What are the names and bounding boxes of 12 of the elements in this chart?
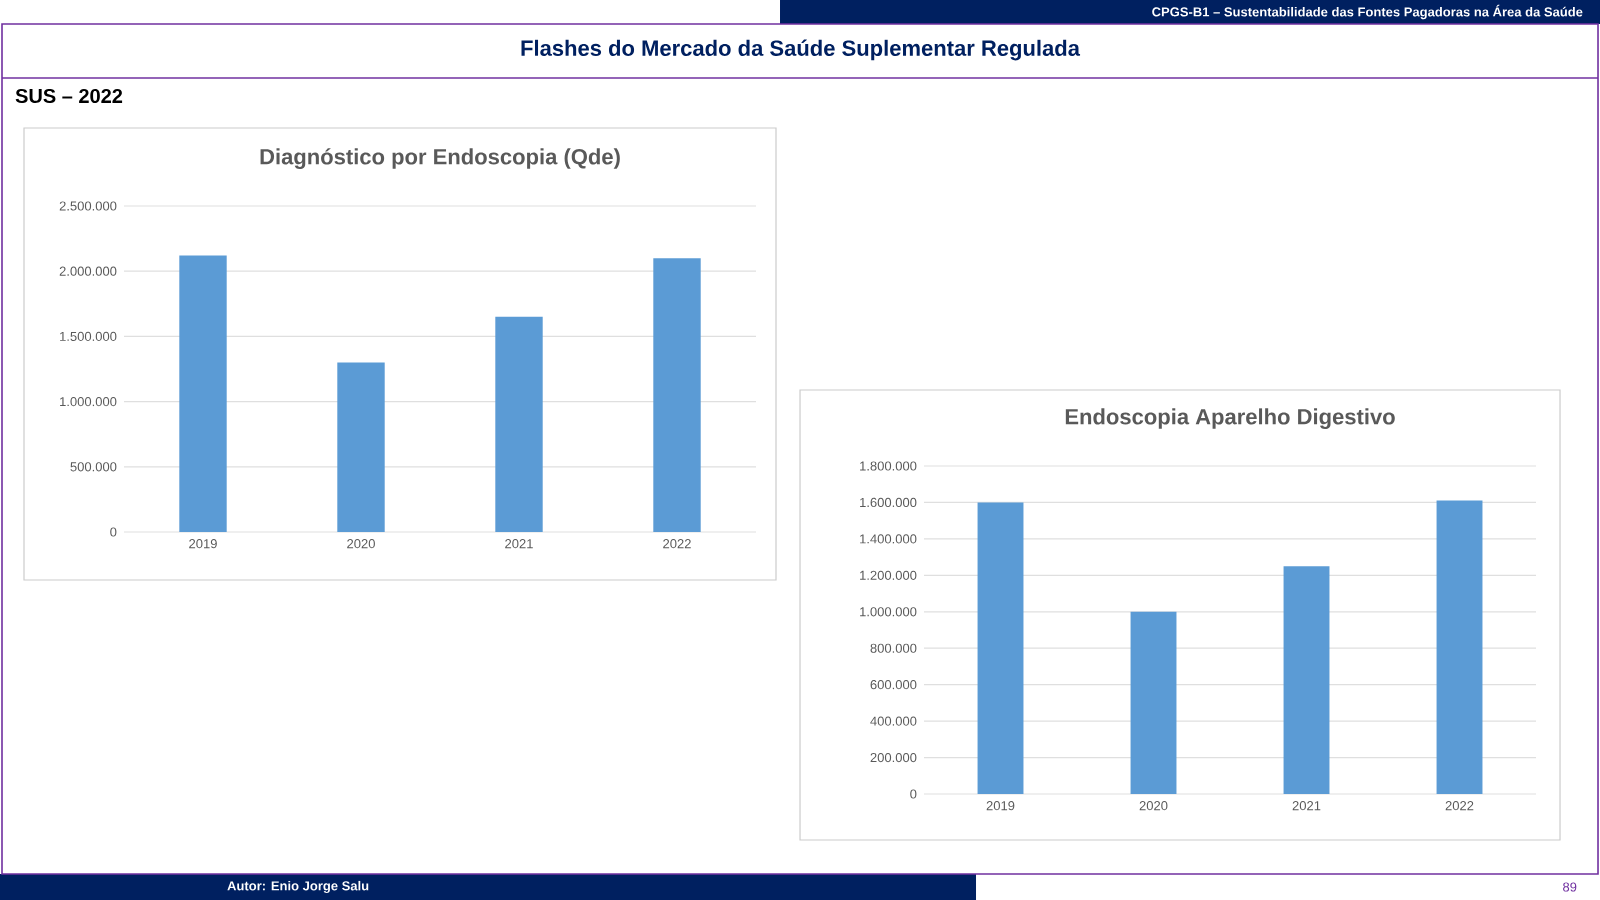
chart-title: Endoscopia Aparelho Digestivo xyxy=(1065,408,1395,429)
bar xyxy=(495,316,543,532)
bar xyxy=(337,362,385,532)
bar xyxy=(653,258,701,532)
bar xyxy=(1283,566,1330,794)
bar xyxy=(1436,500,1483,794)
bar xyxy=(179,255,227,532)
bar xyxy=(1130,611,1177,794)
text: SUS – 2022 xyxy=(15,88,123,104)
text: Flashes do Mercado da Saúde Suplementar Regulada xyxy=(521,39,1081,61)
bar xyxy=(977,502,1024,794)
chart-title: Diagnóstico por Endoscopia (Qde) xyxy=(260,148,620,169)
